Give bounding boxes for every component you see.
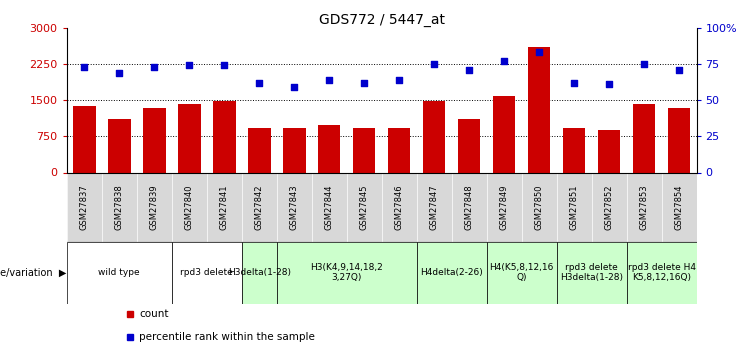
Point xyxy=(253,80,265,86)
Bar xyxy=(107,119,130,172)
Point xyxy=(673,67,685,72)
Bar xyxy=(668,108,691,172)
Bar xyxy=(318,125,341,172)
Bar xyxy=(276,241,416,304)
Text: GSM27841: GSM27841 xyxy=(219,184,229,230)
Bar xyxy=(422,100,445,172)
Text: GSM27850: GSM27850 xyxy=(534,184,544,230)
Bar xyxy=(283,128,305,172)
Bar xyxy=(67,241,172,304)
Text: GSM27852: GSM27852 xyxy=(605,184,614,230)
Text: GSM27847: GSM27847 xyxy=(430,184,439,230)
Point xyxy=(183,62,195,68)
Text: GSM27849: GSM27849 xyxy=(499,184,508,230)
Bar xyxy=(633,104,656,172)
Bar xyxy=(556,241,627,304)
Point xyxy=(148,64,160,69)
Text: GSM27846: GSM27846 xyxy=(395,184,404,230)
Point xyxy=(358,80,370,86)
Bar xyxy=(627,241,697,304)
Point xyxy=(323,77,335,82)
Title: GDS772 / 5447_at: GDS772 / 5447_at xyxy=(319,12,445,27)
Text: GSM27844: GSM27844 xyxy=(325,184,333,230)
Bar xyxy=(388,128,411,172)
Text: GSM27838: GSM27838 xyxy=(115,184,124,230)
Text: GSM27839: GSM27839 xyxy=(150,184,159,230)
Text: GSM27843: GSM27843 xyxy=(290,184,299,230)
Point xyxy=(603,81,615,87)
Bar xyxy=(73,106,96,172)
Text: GSM27837: GSM27837 xyxy=(80,184,89,230)
Text: GSM27842: GSM27842 xyxy=(255,184,264,230)
Bar xyxy=(487,241,556,304)
Bar xyxy=(172,241,242,304)
Text: rpd3 delete
H3delta(1-28): rpd3 delete H3delta(1-28) xyxy=(560,263,623,282)
Bar xyxy=(528,47,551,172)
Bar xyxy=(143,108,165,172)
Point xyxy=(534,49,545,55)
Text: GSM27854: GSM27854 xyxy=(674,184,683,230)
Point xyxy=(568,80,580,86)
Text: H3delta(1-28): H3delta(1-28) xyxy=(227,268,290,277)
Bar xyxy=(178,104,201,172)
Text: H4(K5,8,12,16
Q): H4(K5,8,12,16 Q) xyxy=(489,263,554,282)
Text: GSM27848: GSM27848 xyxy=(465,184,473,230)
Bar xyxy=(213,100,236,172)
Point xyxy=(498,58,510,64)
Text: GSM27853: GSM27853 xyxy=(639,184,648,230)
Text: wild type: wild type xyxy=(99,268,140,277)
Point xyxy=(393,77,405,82)
Text: percentile rank within the sample: percentile rank within the sample xyxy=(139,332,315,342)
Bar xyxy=(416,241,487,304)
Text: genotype/variation  ▶: genotype/variation ▶ xyxy=(0,268,67,277)
Text: rpd3 delete: rpd3 delete xyxy=(180,268,233,277)
Point xyxy=(638,61,650,67)
Point xyxy=(428,61,440,67)
Point xyxy=(113,70,125,75)
Text: rpd3 delete H4
K5,8,12,16Q): rpd3 delete H4 K5,8,12,16Q) xyxy=(628,263,696,282)
Bar xyxy=(458,119,480,172)
Point xyxy=(79,64,90,69)
Bar xyxy=(562,128,585,172)
Text: H3(K4,9,14,18,2
3,27Q): H3(K4,9,14,18,2 3,27Q) xyxy=(310,263,383,282)
Bar xyxy=(353,128,376,172)
Bar xyxy=(598,129,620,172)
Point xyxy=(463,67,475,72)
Text: count: count xyxy=(139,309,169,319)
Text: GSM27851: GSM27851 xyxy=(570,184,579,230)
Bar xyxy=(242,241,276,304)
Point xyxy=(288,84,300,90)
Text: GSM27845: GSM27845 xyxy=(359,184,368,230)
Point xyxy=(219,62,230,68)
Bar xyxy=(247,128,270,172)
Text: H4delta(2-26): H4delta(2-26) xyxy=(420,268,483,277)
Text: GSM27840: GSM27840 xyxy=(185,184,193,230)
Bar xyxy=(493,96,516,172)
